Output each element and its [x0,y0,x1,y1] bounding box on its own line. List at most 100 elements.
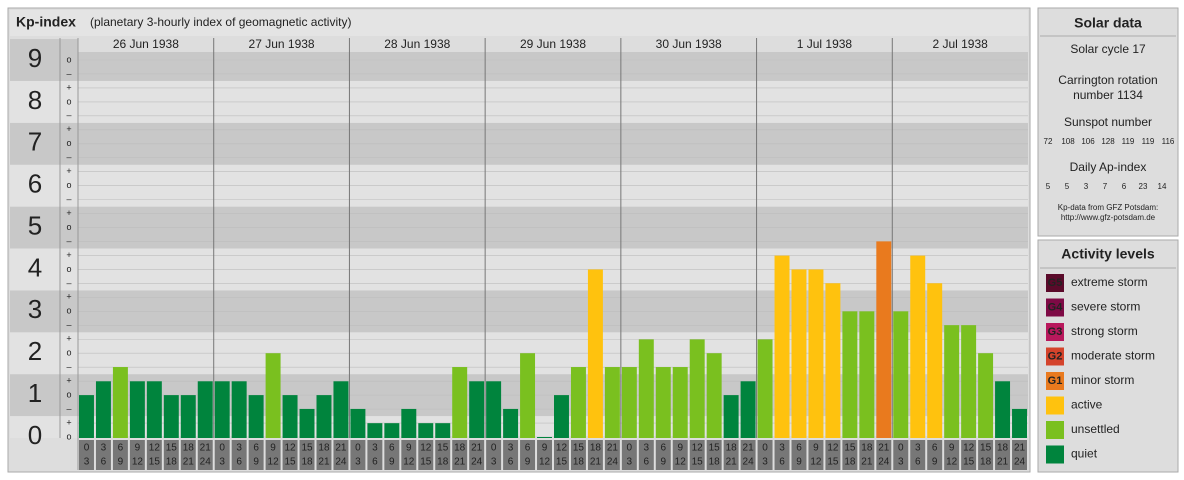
hour-label: 18 [726,443,738,454]
legend-swatch [1046,347,1064,366]
hour-label: 21 [200,443,212,454]
y-subtick-label: + [66,376,71,386]
hour-label: 12 [268,457,280,468]
y-subtick-label: – [66,194,71,204]
hour-box [146,440,162,470]
legend-label: minor storm [1071,373,1134,387]
ap-value: 3 [1084,182,1089,191]
hour-label: 18 [573,457,585,468]
hour-box [570,440,586,470]
y-tick-label: 6 [28,169,42,199]
bar [978,353,994,438]
bar [469,381,485,438]
legend-label: severe storm [1071,300,1140,314]
day-label: 29 Jun 1938 [520,37,586,51]
hour-box [757,440,773,470]
y-subtick-label: – [66,278,71,288]
ap-value: 6 [1122,182,1127,191]
hour-label: 18 [861,443,873,454]
legend-badge: G1 [1048,375,1063,387]
bar [129,381,145,438]
hour-label: 12 [963,443,975,454]
hour-box [995,440,1011,470]
hour-box [655,440,671,470]
hour-label: 6 [779,457,785,468]
hour-label: 6 [644,457,650,468]
hour-box [893,440,909,470]
hour-label: 21 [183,457,195,468]
hour-label: 3 [898,457,904,468]
bar [689,339,705,438]
bar [672,367,688,438]
bar [859,311,875,438]
hour-label: 9 [542,443,548,454]
hour-label: 6 [101,457,107,468]
hour-label: 6 [236,457,242,468]
band [10,416,1028,438]
hour-label: 9 [135,443,141,454]
hour-label: 6 [796,443,802,454]
chart-title: Kp-index [16,14,76,30]
y-subtick-label: – [66,236,71,246]
hour-label: 3 [915,443,921,454]
hour-label: 24 [878,457,890,468]
hour-label: 18 [454,443,466,454]
legend-label: moderate storm [1071,349,1155,363]
hour-box [367,440,383,470]
hour-label: 0 [762,443,768,454]
bar [876,241,892,438]
hour-label: 0 [355,443,361,454]
hour-label: 9 [813,443,819,454]
hour-label: 12 [149,443,161,454]
bar [655,367,671,438]
hour-label: 18 [590,443,602,454]
bar [791,269,807,438]
hour-label: 0 [898,443,904,454]
hour-label: 3 [627,457,633,468]
hour-label: 12 [539,457,551,468]
hour-box [79,440,94,470]
bar [299,408,315,438]
hour-label: 15 [149,457,161,468]
hour-label: 6 [932,443,938,454]
legend-swatch [1046,396,1064,415]
hour-label: 9 [389,457,395,468]
hour-label: 15 [437,443,449,454]
hour-label: 21 [318,457,330,468]
hour-label: 12 [556,443,568,454]
y-subtick-label: o [66,348,71,358]
hour-box [927,440,943,470]
hour-label: 0 [627,443,633,454]
hour-label: 9 [796,457,802,468]
day-label: 27 Jun 1938 [249,37,315,51]
legend-label: strong storm [1071,324,1138,338]
hour-box [248,440,264,470]
y-subtick-label: + [66,334,71,344]
hour-label: 9 [253,457,259,468]
bar [1012,408,1027,438]
hour-label: 12 [827,443,839,454]
bar [452,367,468,438]
hour-box [180,440,196,470]
bar [808,269,824,438]
legend-badge: G4 [1048,301,1064,313]
day-header [78,38,1028,52]
y-subtick-label: – [66,68,71,78]
bar [927,283,943,438]
sunspot-value: 116 [1162,137,1175,146]
bar [893,311,909,438]
y-subtick-label: o [66,54,71,64]
hour-label: 18 [709,457,721,468]
bar [740,381,756,438]
hour-label: 15 [827,457,839,468]
bar [231,381,247,438]
hour-label: 24 [200,457,212,468]
hour-label: 18 [997,443,1009,454]
bar [706,353,722,438]
bar [180,395,196,438]
hour-box [689,440,705,470]
hour-label: 6 [525,443,531,454]
ap-title: Daily Ap-index [1070,160,1147,174]
hour-label: 24 [1014,457,1026,468]
